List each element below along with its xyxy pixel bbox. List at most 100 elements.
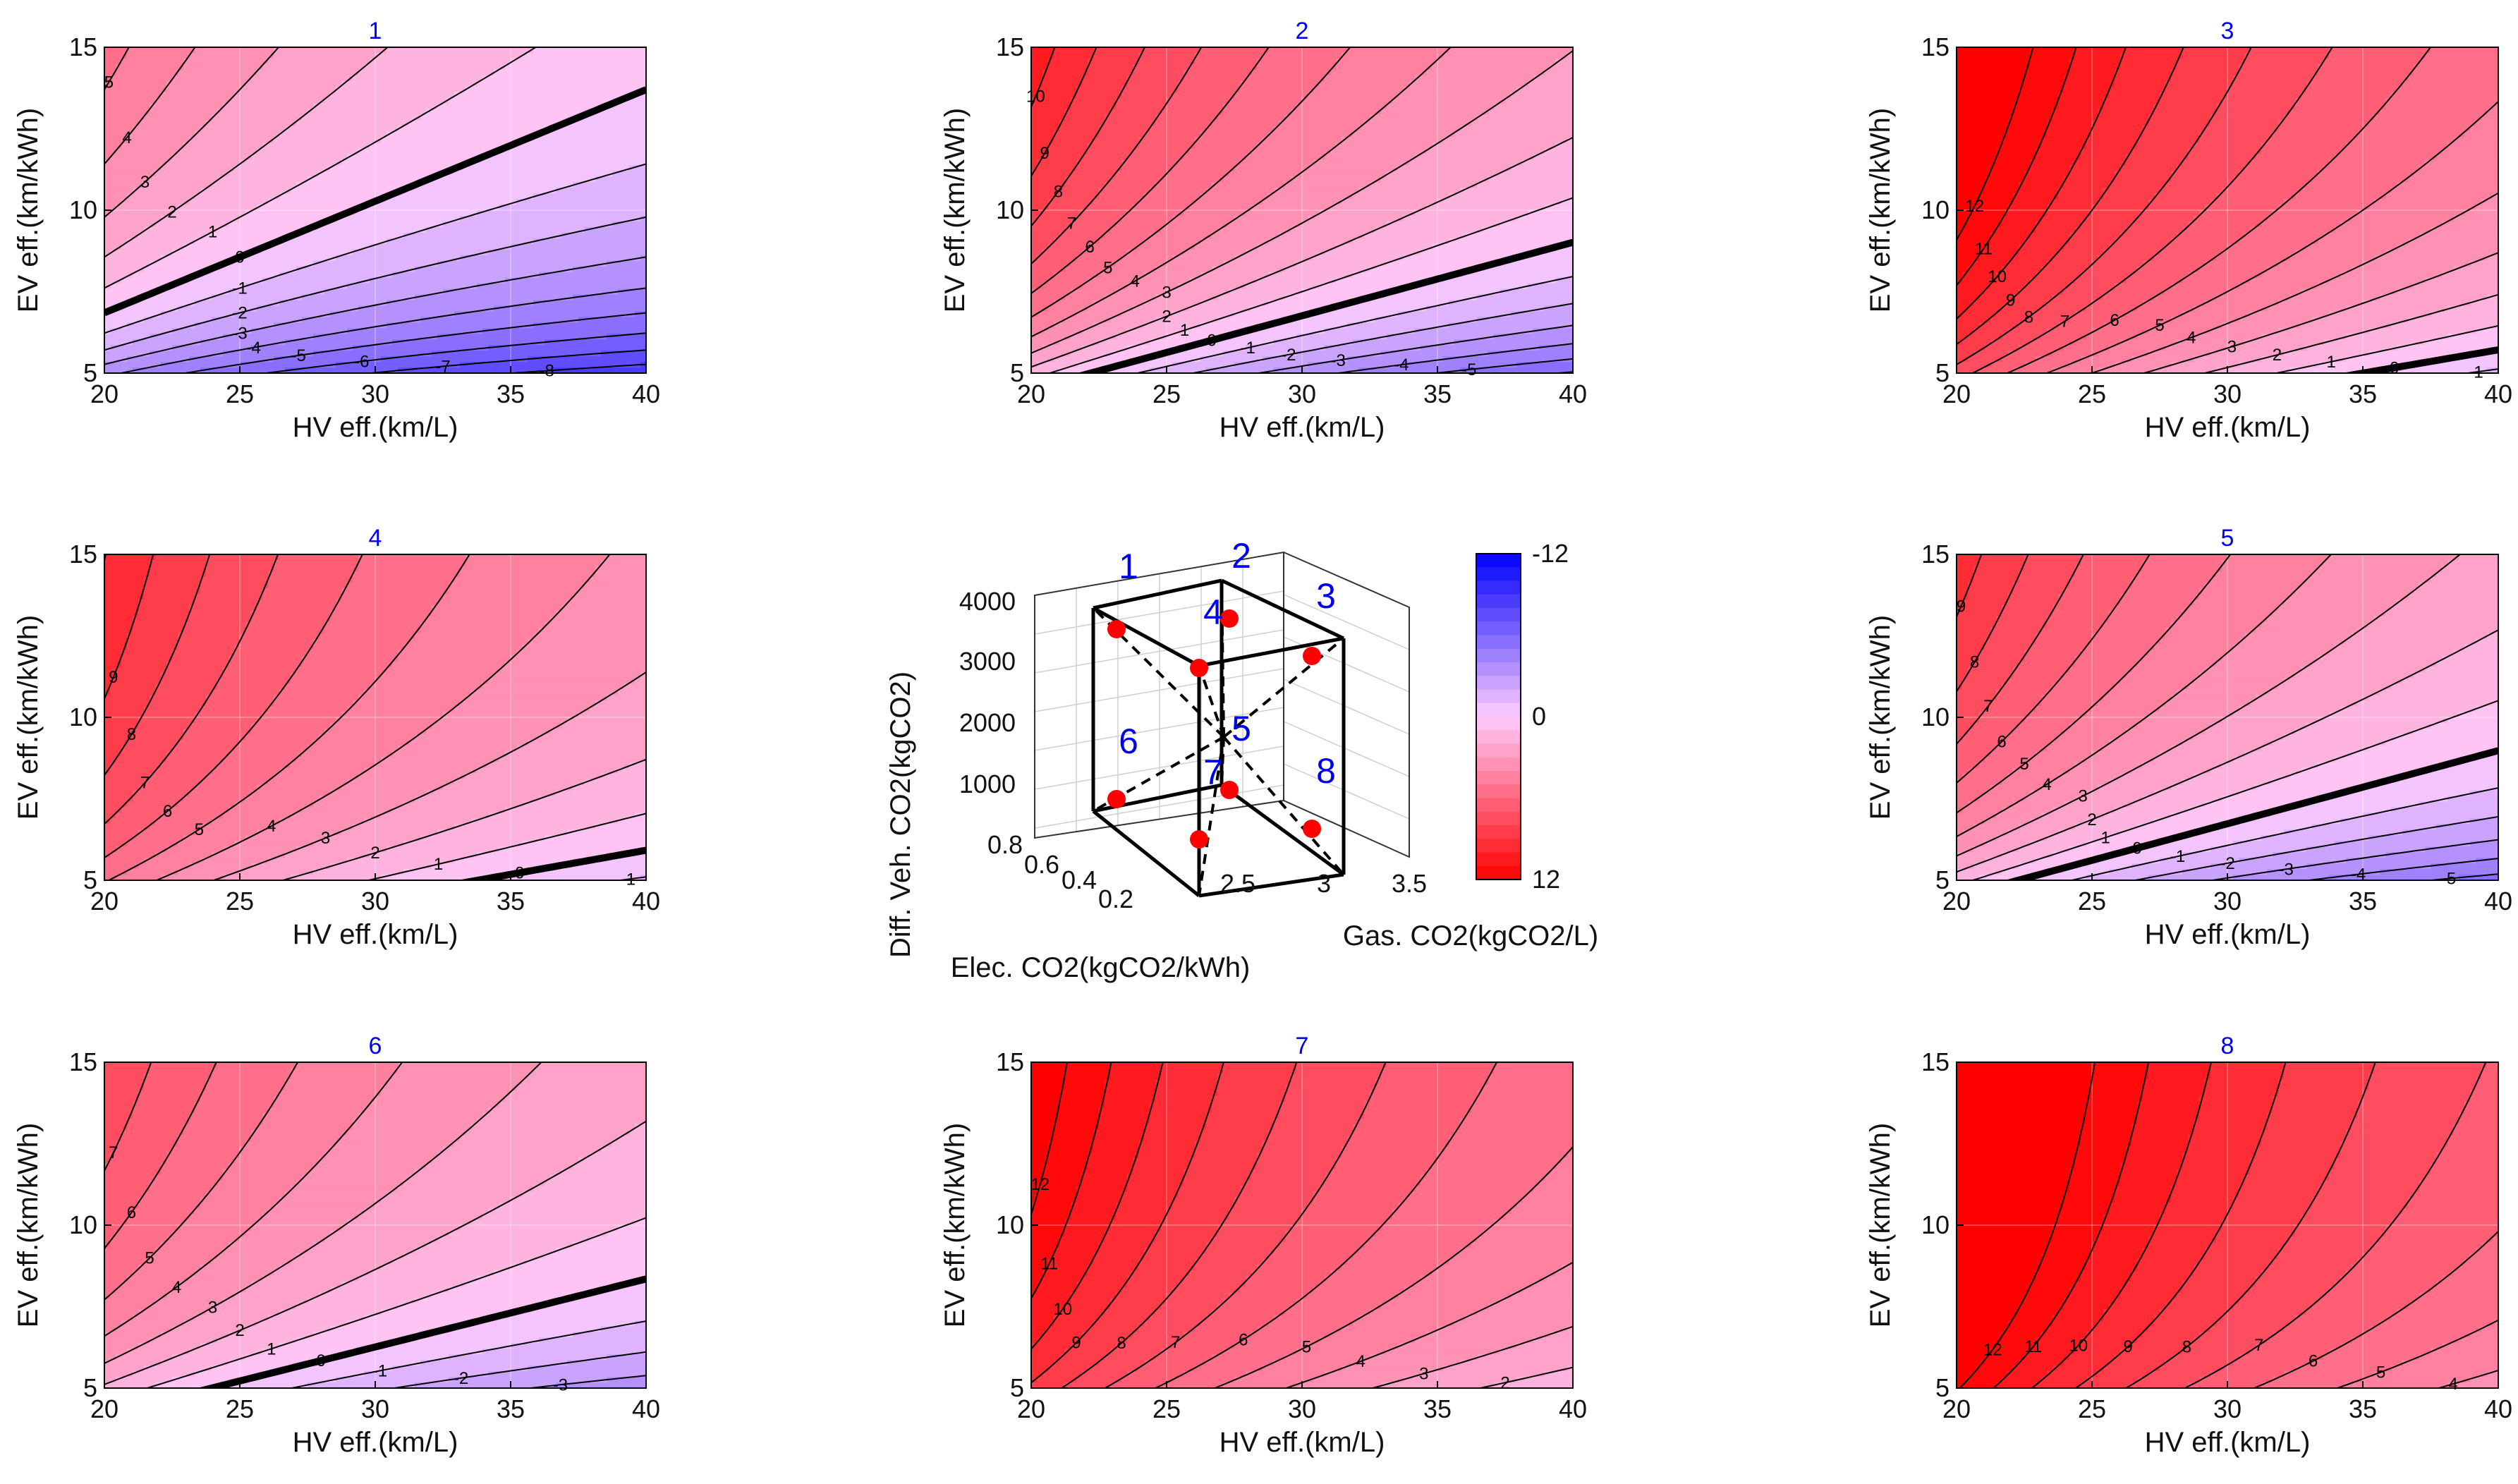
fill-cell <box>138 311 145 317</box>
fill-cell <box>150 199 156 205</box>
fill-cell <box>104 232 111 239</box>
fill-cell <box>618 47 624 54</box>
fill-cell <box>347 182 353 188</box>
fill-cell <box>590 80 596 87</box>
fill-cell <box>183 80 190 87</box>
fill-cell <box>240 114 246 121</box>
fill-cell <box>477 294 483 301</box>
fill-cell <box>533 58 540 65</box>
fill-cell <box>245 131 252 138</box>
fill-cell <box>601 165 607 171</box>
fill-cell <box>550 75 556 82</box>
fill-cell <box>437 126 444 133</box>
fill-cell <box>443 277 449 284</box>
fill-cell <box>285 165 291 171</box>
fill-cell <box>545 137 551 144</box>
fill-cell <box>353 137 359 144</box>
fill-cell <box>240 199 246 205</box>
fill-cell <box>370 249 376 256</box>
fill-cell <box>516 260 523 267</box>
fill-cell <box>437 137 444 144</box>
fill-cell <box>150 69 156 76</box>
fill-cell <box>274 58 280 65</box>
fill-cell <box>308 109 314 116</box>
fill-cell <box>121 75 128 82</box>
fill-cell <box>629 75 635 82</box>
fill-cell <box>195 334 201 340</box>
fill-cell <box>375 114 382 121</box>
fill-cell <box>206 210 212 217</box>
fill-cell <box>466 97 472 104</box>
fill-cell <box>189 176 195 183</box>
fill-cell <box>353 232 359 239</box>
fill-cell <box>409 142 415 149</box>
fill-cell <box>229 103 235 110</box>
fill-cell <box>245 52 252 59</box>
fill-cell <box>138 109 145 116</box>
fill-cell <box>229 86 235 93</box>
fill-cell <box>110 199 116 205</box>
fill-cell <box>499 80 506 87</box>
fill-cell <box>567 75 573 82</box>
fill-cell <box>319 328 325 334</box>
fill-cell <box>601 283 607 290</box>
fill-cell <box>195 148 201 154</box>
fill-cell <box>144 75 150 82</box>
fill-cell <box>178 232 184 239</box>
fill-cell <box>629 288 635 296</box>
fill-cell <box>437 75 444 82</box>
fill-cell <box>409 114 415 121</box>
fill-cell <box>144 47 150 54</box>
fill-cell <box>420 199 427 205</box>
fill-cell <box>324 137 331 144</box>
fill-cell <box>268 260 274 267</box>
fill-cell <box>573 47 579 54</box>
fill-cell <box>556 322 562 329</box>
fill-cell <box>420 232 427 239</box>
fill-cell <box>460 266 466 273</box>
fill-cell <box>488 255 494 262</box>
fill-cell <box>155 103 162 110</box>
fill-cell <box>635 47 641 54</box>
fill-cell <box>494 238 500 245</box>
fill-cell <box>200 221 207 228</box>
fill-cell <box>313 238 320 245</box>
fill-cell <box>330 193 336 200</box>
fill-cell <box>471 249 478 256</box>
fill-cell <box>584 176 590 183</box>
fill-cell <box>229 277 235 284</box>
fill-cell <box>110 114 116 121</box>
fill-cell <box>471 126 478 133</box>
fill-cell <box>245 226 252 233</box>
fill-cell <box>127 199 133 205</box>
fill-cell <box>443 120 449 127</box>
fill-cell <box>375 249 382 256</box>
fill-cell <box>528 69 534 76</box>
fill-cell <box>212 283 218 290</box>
fill-cell <box>200 120 207 127</box>
fill-cell <box>505 58 511 65</box>
fill-cell <box>116 47 122 54</box>
fill-cell <box>578 103 585 110</box>
fill-cell <box>567 305 573 312</box>
fill-cell <box>545 277 551 284</box>
fill-cell <box>460 277 466 284</box>
fill-cell <box>556 334 562 340</box>
fill-cell <box>217 221 224 228</box>
fill-cell <box>364 283 370 290</box>
fill-cell <box>217 58 224 65</box>
fill-cell <box>262 171 269 177</box>
fill-cell <box>324 193 331 200</box>
fill-cell <box>150 63 156 71</box>
fill-cell <box>629 97 635 104</box>
fill-cell <box>618 294 624 301</box>
fill-cell <box>590 86 596 93</box>
fill-cell <box>353 109 359 116</box>
fill-cell <box>511 75 517 82</box>
fill-cell <box>420 63 427 71</box>
fill-cell <box>178 137 184 144</box>
fill-cell <box>409 126 415 133</box>
fill-cell <box>138 114 145 121</box>
fill-cell <box>539 328 545 334</box>
fill-cell <box>223 294 229 301</box>
